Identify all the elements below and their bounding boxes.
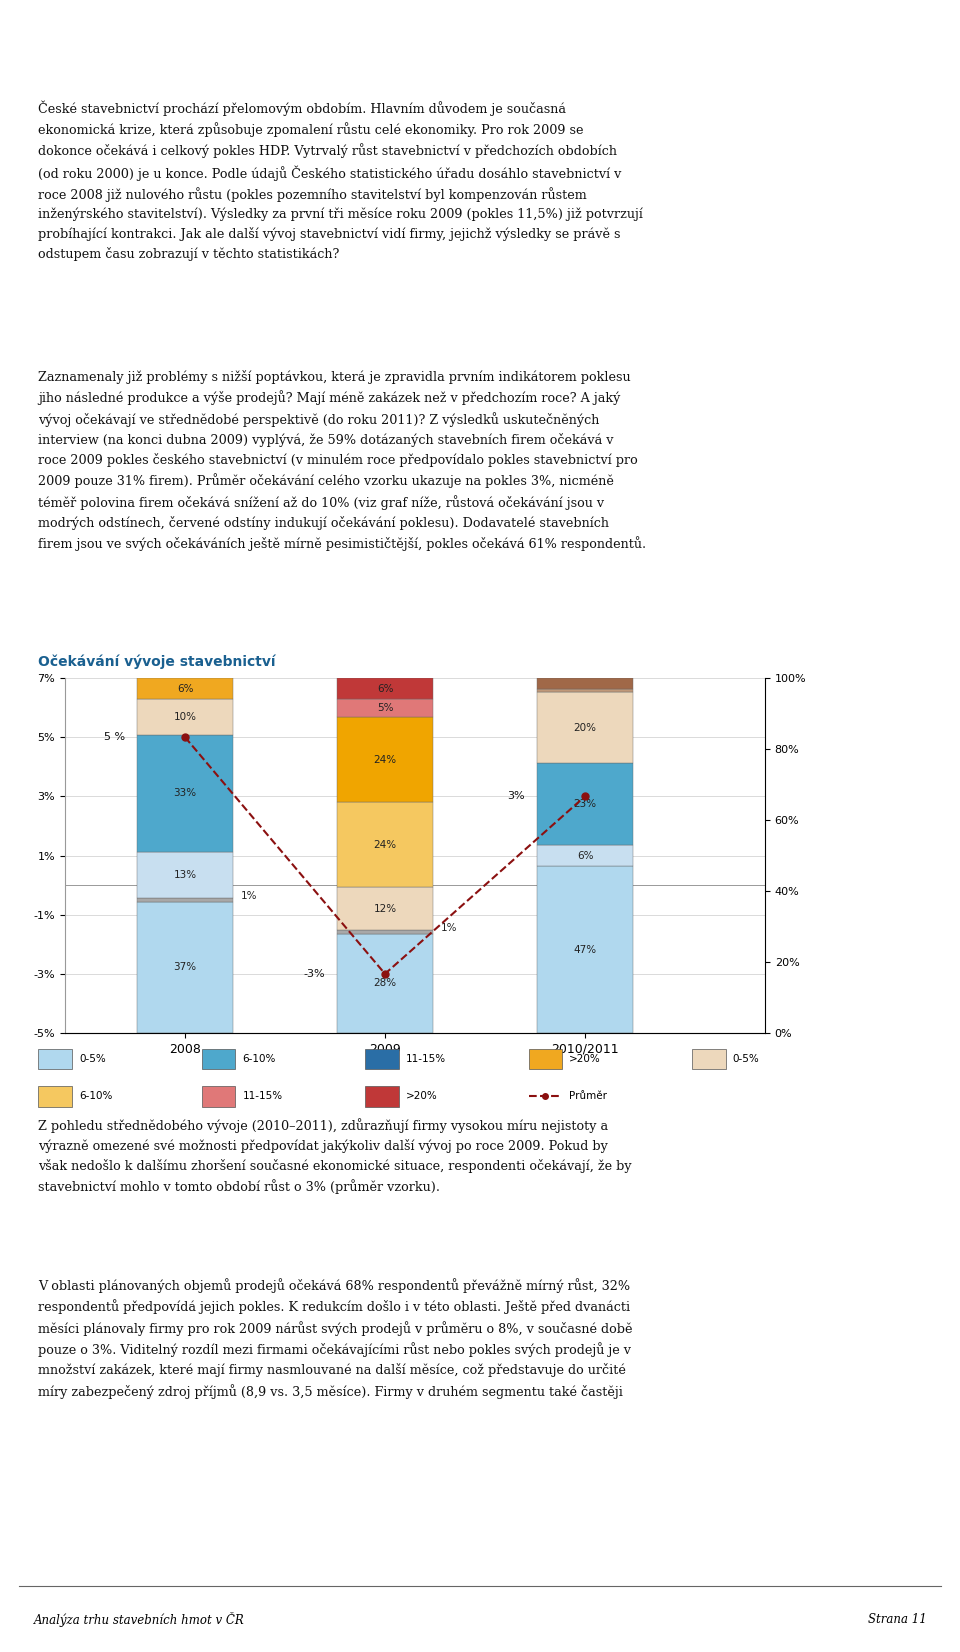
Bar <box>537 844 633 866</box>
Text: 24%: 24% <box>373 755 396 765</box>
Bar <box>137 852 233 899</box>
Text: 33%: 33% <box>174 788 197 798</box>
Text: 6%: 6% <box>376 684 394 694</box>
Bar <box>137 735 233 852</box>
Text: 24%: 24% <box>373 839 396 849</box>
Bar <box>137 677 233 699</box>
Bar <box>337 699 433 717</box>
Bar <box>137 902 233 1032</box>
Text: 6-10%: 6-10% <box>243 1054 276 1064</box>
Bar <box>365 1049 398 1069</box>
Text: 0-5%: 0-5% <box>732 1054 759 1064</box>
Text: 0-5%: 0-5% <box>79 1054 106 1064</box>
Text: Zaznamenaly již problémy s nižší poptávkou, která je zpravidla prvním indikátore: Zaznamenaly již problémy s nižší poptávk… <box>38 370 646 552</box>
Bar <box>202 1087 235 1107</box>
Text: 5 %: 5 % <box>104 732 125 742</box>
Text: 13%: 13% <box>174 871 197 881</box>
Text: 5%: 5% <box>376 704 394 714</box>
Bar <box>337 933 433 1032</box>
Bar <box>337 930 433 933</box>
Text: 1%: 1% <box>241 892 257 902</box>
Text: Strana 11: Strana 11 <box>868 1612 926 1626</box>
Text: PROGNÓZA VÝVOJE STAVEBNICTVÍ V ČR: PROGNÓZA VÝVOJE STAVEBNICTVÍ V ČR <box>12 17 445 40</box>
Text: 6-10%: 6-10% <box>79 1092 112 1102</box>
Bar <box>38 1087 72 1107</box>
Text: 28%: 28% <box>373 978 396 988</box>
Bar <box>137 699 233 735</box>
Text: 10%: 10% <box>174 712 197 722</box>
Bar <box>337 803 433 887</box>
Bar <box>529 1049 563 1069</box>
Bar <box>337 717 433 803</box>
Bar <box>38 1049 72 1069</box>
Text: 20%: 20% <box>573 722 596 733</box>
Text: >20%: >20% <box>569 1054 601 1064</box>
Text: České stavebnictví prochází přelomovým obdobím. Hlavním důvodem je současná
ekon: České stavebnictví prochází přelomovým o… <box>38 101 643 261</box>
Text: 6%: 6% <box>177 684 193 694</box>
Bar <box>202 1049 235 1069</box>
Bar <box>537 677 633 689</box>
Text: Analýza trhu stavebních hmot v ČR: Analýza trhu stavebních hmot v ČR <box>34 1612 245 1627</box>
Text: 37%: 37% <box>174 963 197 973</box>
Bar <box>337 677 433 699</box>
Text: 3%: 3% <box>508 791 525 801</box>
Bar <box>537 866 633 1032</box>
Text: 11-15%: 11-15% <box>243 1092 282 1102</box>
Text: 47%: 47% <box>573 945 596 955</box>
Text: 23%: 23% <box>573 800 596 809</box>
Text: >20%: >20% <box>406 1092 438 1102</box>
Text: Očekávání vývoje stavebnictví: Očekávání vývoje stavebnictví <box>38 654 276 669</box>
Text: 6%: 6% <box>577 851 593 861</box>
Bar <box>537 692 633 763</box>
Bar <box>537 763 633 844</box>
Bar <box>337 887 433 930</box>
Bar <box>137 899 233 902</box>
Bar <box>692 1049 726 1069</box>
Text: V oblasti plánovaných objemů prodejů očekává 68% respondentů převážně mírný růst: V oblasti plánovaných objemů prodejů oče… <box>38 1279 633 1399</box>
Text: Z pohledu střednědobého vývoje (2010–2011), zdůrazňují firmy vysokou míru nejist: Z pohledu střednědobého vývoje (2010–201… <box>38 1118 632 1194</box>
Text: Průměr: Průměr <box>569 1092 608 1102</box>
Text: -3%: -3% <box>303 968 325 980</box>
Text: 1%: 1% <box>441 923 458 933</box>
Bar <box>537 689 633 692</box>
Text: 12%: 12% <box>373 904 396 914</box>
Text: 11-15%: 11-15% <box>406 1054 446 1064</box>
Bar <box>365 1087 398 1107</box>
